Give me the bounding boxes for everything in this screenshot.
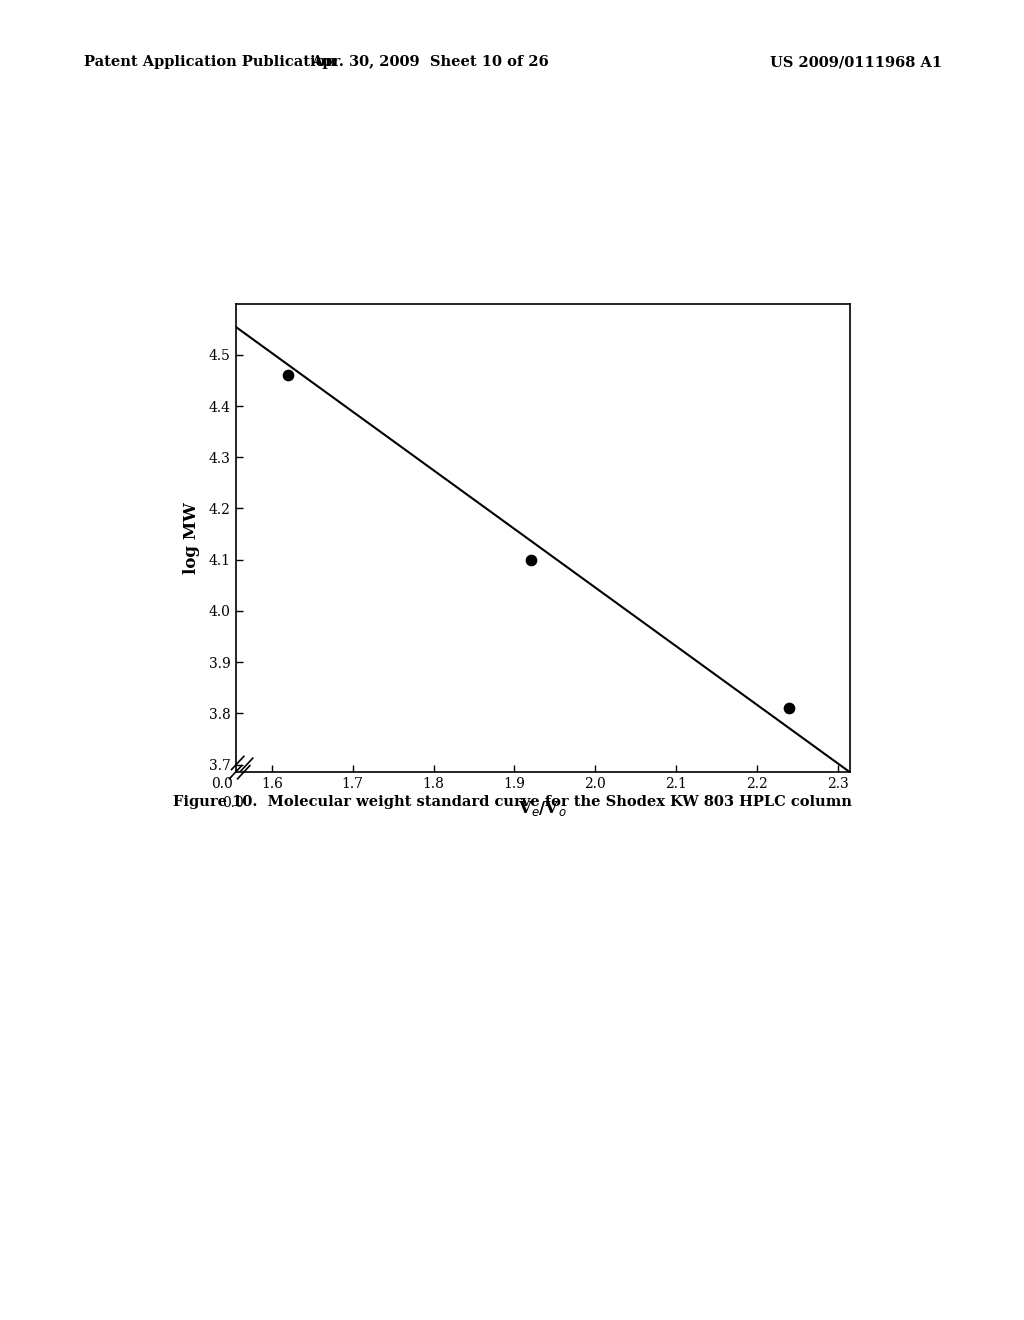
X-axis label: V$_e$/V$_o$: V$_e$/V$_o$ [518, 800, 567, 818]
Text: Patent Application Publication: Patent Application Publication [84, 55, 336, 70]
Text: US 2009/0111968 A1: US 2009/0111968 A1 [770, 55, 942, 70]
Point [522, 549, 539, 570]
Text: 0.0: 0.0 [222, 796, 245, 810]
Text: Apr. 30, 2009  Sheet 10 of 26: Apr. 30, 2009 Sheet 10 of 26 [311, 55, 549, 70]
Point [781, 698, 798, 719]
Y-axis label: log MW: log MW [183, 502, 201, 574]
Text: 0.0: 0.0 [211, 777, 232, 792]
Text: Figure 10.  Molecular weight standard curve for the Shodex KW 803 HPLC column: Figure 10. Molecular weight standard cur… [173, 795, 851, 809]
Point [280, 364, 296, 385]
